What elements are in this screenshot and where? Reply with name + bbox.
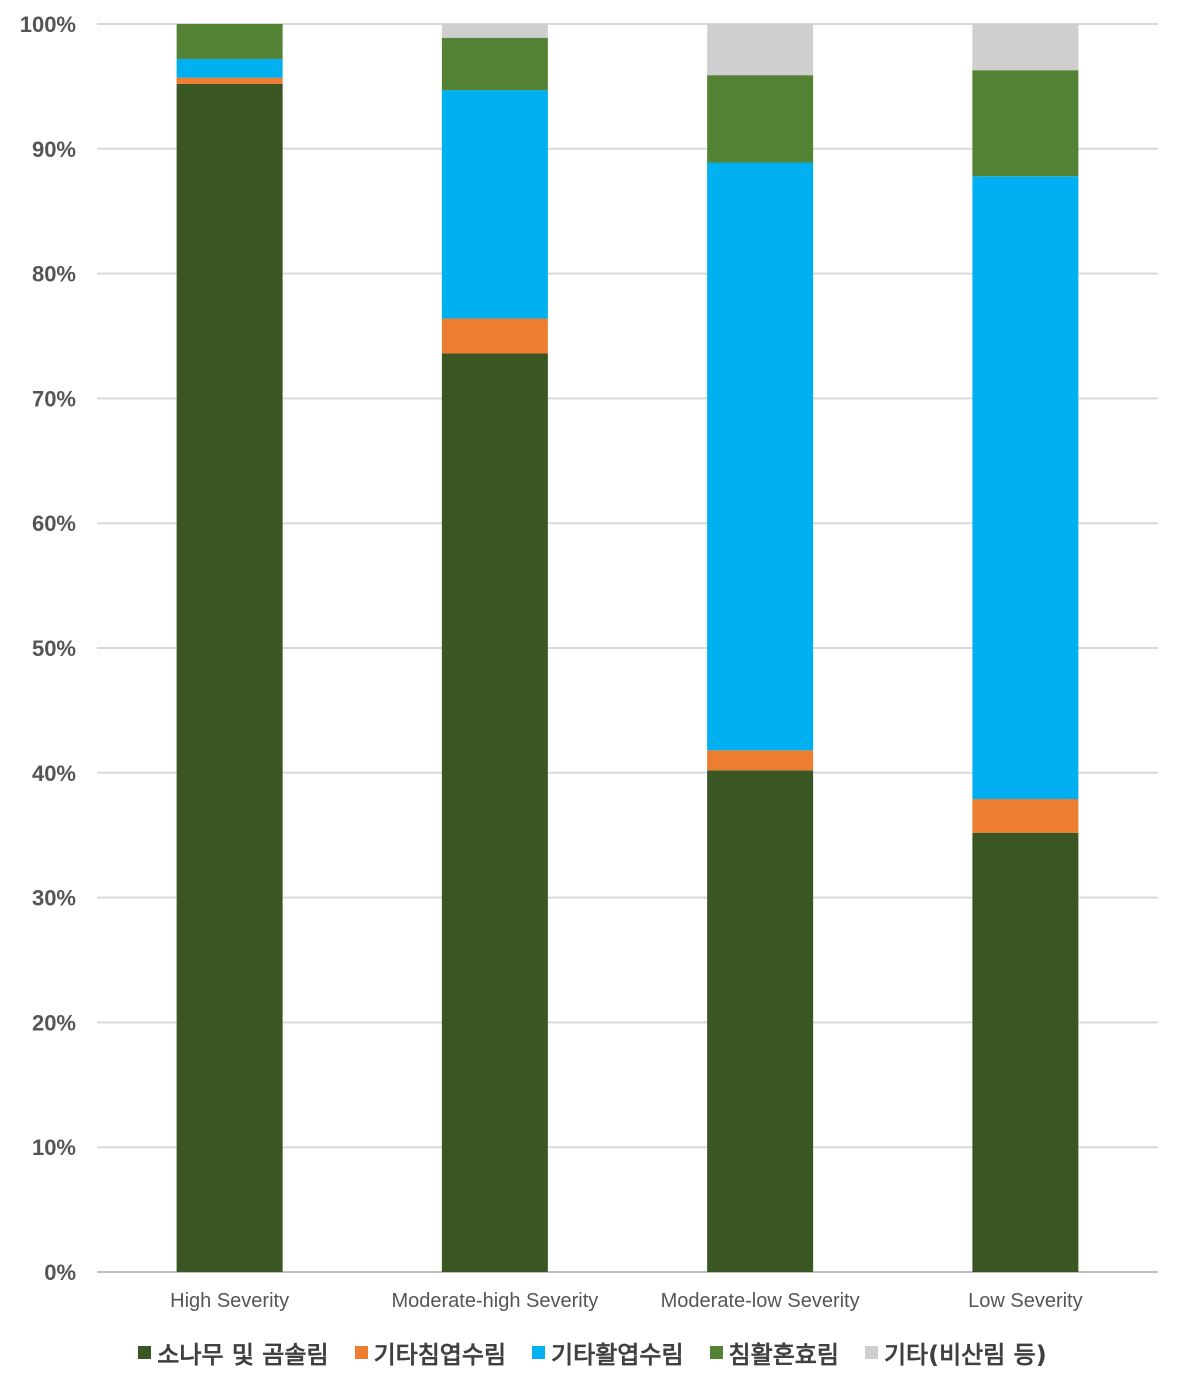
bar-segment (972, 24, 1079, 71)
legend-item: 기타(비산림 등) (864, 1335, 1047, 1370)
y-tick-label: 0% (44, 1260, 76, 1285)
bar-segment (441, 37, 548, 91)
x-tick-label: High Severity (170, 1290, 289, 1312)
y-tick-label: 100% (20, 12, 76, 37)
bar-segment (972, 70, 1079, 177)
y-tick-label: 40% (32, 761, 76, 786)
legend-swatch (864, 1345, 878, 1359)
bar-segment (176, 24, 283, 59)
legend-swatch (354, 1345, 368, 1359)
x-tick-label: Low Severity (968, 1290, 1083, 1312)
bar-segment (441, 90, 548, 319)
bar-segment (707, 75, 814, 163)
legend-label: 침활혼효림 (728, 1340, 839, 1369)
legend-item: 소나무 및 곰솔림 (138, 1335, 329, 1370)
y-tick-label: 10% (32, 1135, 76, 1160)
legend-label: 기타(비산림 등) (883, 1340, 1047, 1369)
bar-segment (707, 750, 814, 771)
y-tick-label: 80% (32, 262, 76, 287)
y-tick-label: 30% (32, 886, 76, 911)
y-tick-label: 90% (32, 137, 76, 162)
bar-segment (972, 176, 1079, 800)
legend-swatch (532, 1345, 546, 1359)
legend-swatch (138, 1345, 152, 1359)
legend-swatch (709, 1345, 723, 1359)
chart-plot: 0% 10% 20% 30% 40% 50% 60% 70% 80% 90% 100% High Se… (20, 12, 1158, 1312)
legend-item: 기타활엽수림 (532, 1335, 684, 1370)
y-tick-label: 50% (32, 636, 76, 661)
x-tick-label: Moderate-low Severity (661, 1290, 860, 1312)
bar-segment (972, 832, 1079, 1272)
bar-segment (972, 799, 1079, 833)
bar-segment (707, 162, 814, 751)
y-tick-label: 60% (32, 511, 76, 536)
bar-segment (441, 24, 548, 38)
bar-segment (441, 318, 548, 354)
legend-label: 소나무 및 곰솔림 (157, 1340, 329, 1369)
bar-segment (707, 770, 814, 1272)
bar-segment (176, 58, 283, 78)
y-tick-label: 20% (32, 1010, 76, 1035)
legend: 소나무 및 곰솔림 기타침엽수림 기타활엽수림 침활혼효림 기타(비산림 등) (0, 1332, 1185, 1372)
y-tick-label: 70% (32, 386, 76, 411)
x-tick-label: Moderate-high Severity (391, 1290, 598, 1312)
bar-segment (441, 353, 548, 1272)
legend-item: 침활혼효림 (709, 1335, 839, 1370)
bar-segment (176, 83, 283, 1272)
bar-segment (707, 24, 814, 76)
legend-item: 기타침엽수림 (354, 1335, 507, 1370)
legend-label: 기타활엽수림 (551, 1340, 684, 1369)
legend-label: 기타침엽수림 (373, 1340, 507, 1369)
bar-segment (176, 77, 283, 84)
